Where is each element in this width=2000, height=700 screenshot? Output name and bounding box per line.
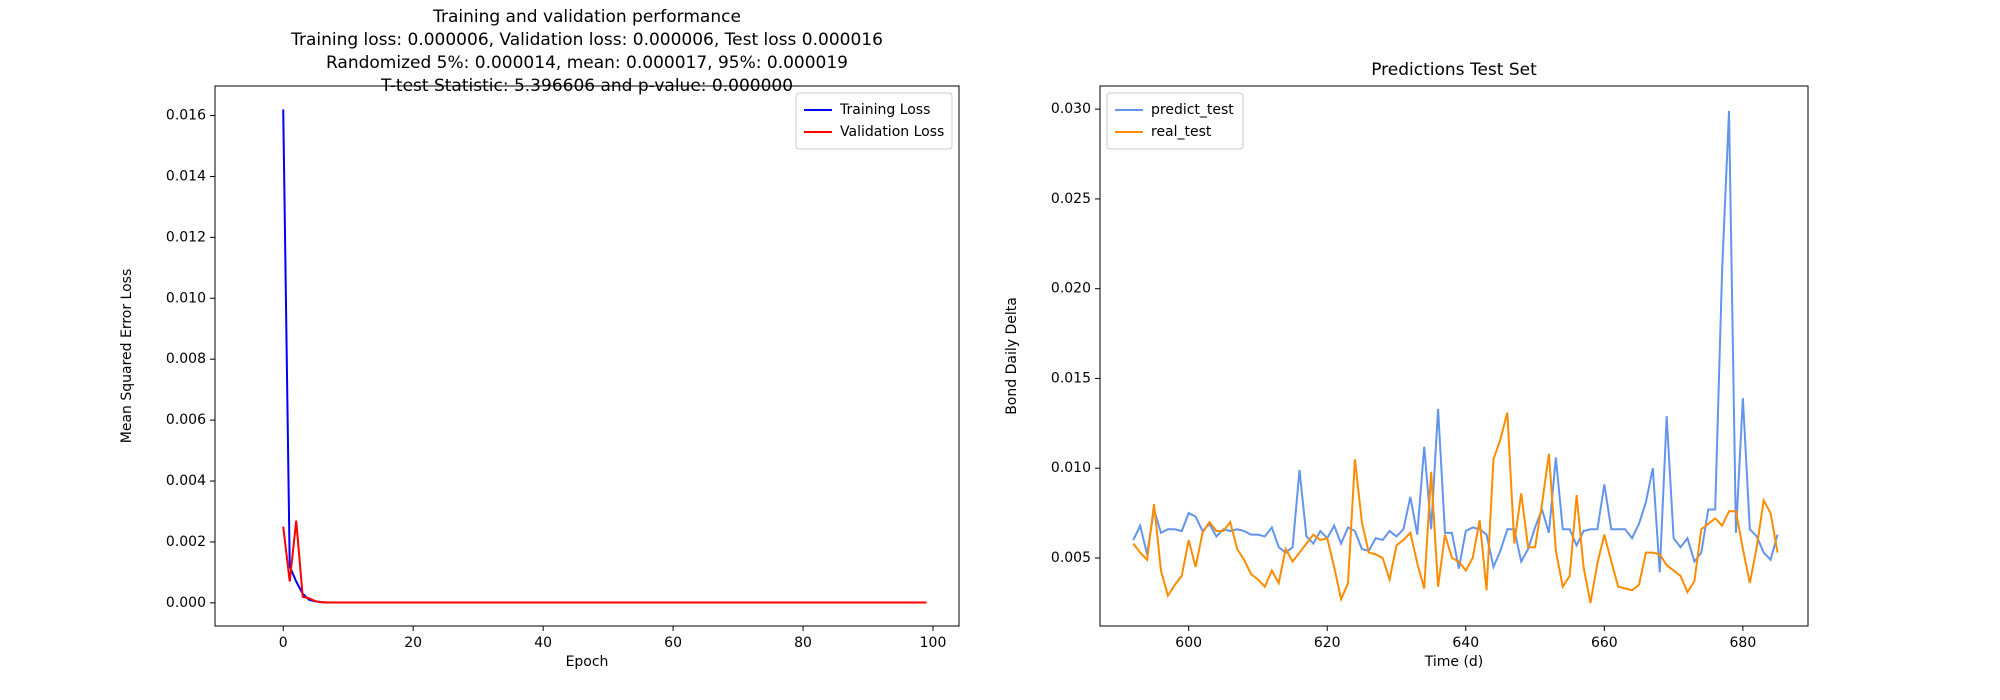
x-tick-label: 20 xyxy=(404,635,422,651)
x-tick-label: 40 xyxy=(534,635,552,651)
y-tick-label: 0.014 xyxy=(166,168,206,184)
y-tick-label: 0.005 xyxy=(1051,550,1091,566)
chart-title: Predictions Test Set xyxy=(1371,60,1537,80)
y-tick-label: 0.012 xyxy=(166,229,206,245)
x-tick-label: 680 xyxy=(1730,635,1757,651)
x-tick-label: 100 xyxy=(920,635,947,651)
y-tick-label: 0.030 xyxy=(1051,101,1091,117)
x-tick-label: 600 xyxy=(1175,635,1202,651)
y-tick-label: 0.016 xyxy=(166,108,206,124)
x-tick-label: 0 xyxy=(279,635,288,651)
legend-label: Validation Loss xyxy=(840,124,944,140)
chart-subtitle: Training loss: 0.000006, Validation loss… xyxy=(290,30,883,50)
x-tick-label: 660 xyxy=(1591,635,1618,651)
y-tick-label: 0.004 xyxy=(166,473,206,489)
series-line xyxy=(1132,412,1779,604)
x-axis-label: Epoch xyxy=(566,654,609,670)
y-tick-label: 0.008 xyxy=(166,351,206,367)
y-tick-label: 0.000 xyxy=(166,595,206,611)
y-tick-label: 0.025 xyxy=(1051,191,1091,207)
y-tick-label: 0.006 xyxy=(166,412,206,428)
axes-frame xyxy=(1099,85,1809,627)
series-line xyxy=(1132,110,1779,573)
y-tick-label: 0.002 xyxy=(166,534,206,550)
axes-frame xyxy=(214,85,960,627)
legend-label: predict_test xyxy=(1151,102,1234,118)
y-axis-label: Mean Squared Error Loss xyxy=(119,269,135,444)
series-line xyxy=(282,109,927,604)
y-tick-label: 0.010 xyxy=(1051,460,1091,476)
x-tick-label: 640 xyxy=(1452,635,1479,651)
legend-frame xyxy=(1106,92,1244,150)
y-axis-label: Bond Daily Delta xyxy=(1004,297,1020,415)
y-tick-label: 0.010 xyxy=(166,290,206,306)
chart-title: Training and validation performance xyxy=(432,7,741,27)
y-tick-label: 0.020 xyxy=(1051,281,1091,297)
x-axis-label: Time (d) xyxy=(1424,654,1484,670)
chart-subtitle: Randomized 5%: 0.000014, mean: 0.000017,… xyxy=(326,53,848,73)
x-tick-label: 80 xyxy=(794,635,812,651)
legend-label: real_test xyxy=(1151,124,1212,140)
legend-label: Training Loss xyxy=(839,102,930,118)
series-line xyxy=(282,520,927,604)
y-tick-label: 0.015 xyxy=(1051,370,1091,386)
x-tick-label: 60 xyxy=(664,635,682,651)
x-tick-label: 620 xyxy=(1314,635,1341,651)
legend-frame xyxy=(795,92,953,150)
